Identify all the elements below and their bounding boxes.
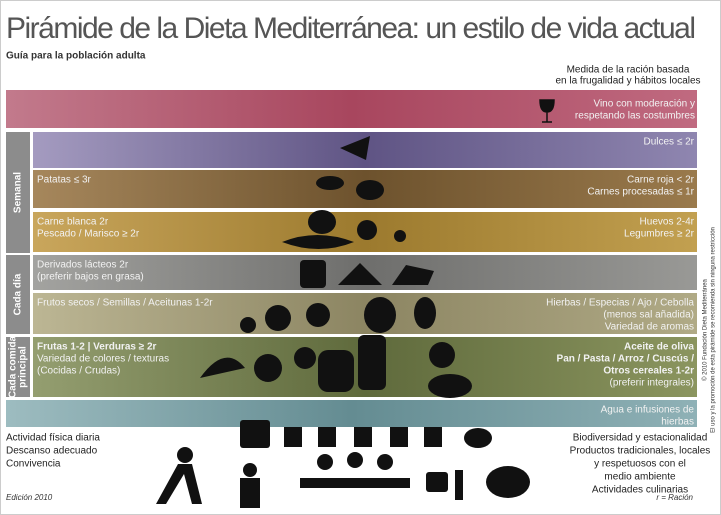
band-text: Dulces ≤ 2r <box>643 137 694 148</box>
frequency-box <box>6 337 30 397</box>
band-text: Pescado / Marisco ≥ 2r <box>37 229 140 240</box>
band-text: Agua e infusiones de <box>601 405 695 416</box>
band-text: (Cocidas / Crudas) <box>37 366 120 377</box>
band-text: Variedad de aromas <box>605 322 694 333</box>
band-text: Carnes procesadas ≤ 1r <box>587 187 694 198</box>
subtitle: Guía para la población adulta <box>6 51 146 62</box>
lifestyle-text: Convivencia <box>6 459 61 470</box>
edition: Edición 2010 <box>6 493 53 502</box>
lifestyle-text: Descanso adecuado <box>6 446 98 457</box>
legend: r = Ración <box>656 493 693 502</box>
band-text: (preferir integrales) <box>610 378 694 389</box>
frequency-label: Semanal <box>13 172 24 213</box>
lifestyle-text: Actividades culinarias <box>592 485 688 496</box>
band-text: Frutos secos / Semillas / Aceitunas 1-2r <box>37 298 213 309</box>
band-text: Carne blanca 2r <box>37 217 109 228</box>
band-text: Variedad de colores / texturas <box>37 354 169 365</box>
frequency-label: Cada comida <box>8 335 19 398</box>
band-text: Frutas 1-2 | Verduras ≥ 2r <box>37 342 157 353</box>
title: Pirámide de la Dieta Mediterránea: un es… <box>6 12 696 45</box>
wine-band <box>6 90 697 128</box>
band-text: Carne roja < 2r <box>627 175 695 186</box>
band-text: (preferir bajos en grasa) <box>37 272 144 283</box>
band-text: Otros cereales 1-2r <box>603 366 694 377</box>
band-text: Patatas ≤ 3r <box>37 175 92 186</box>
band-text: hierbas <box>661 417 694 428</box>
band-text: Aceite de oliva <box>624 342 694 353</box>
copyright: El uso y la promoción de esta pirámide s… <box>711 227 717 433</box>
wine-text: Vino con moderación y <box>593 99 695 110</box>
lifestyle-text: Productos tradicionales, locales <box>570 446 711 457</box>
measure-note: en la frugalidad y hábitos locales <box>555 76 700 87</box>
copyright: © 2010 Fundación Dieta Mediterránea <box>702 278 709 380</box>
band-text: Hierbas / Especias / Ajo / Cebolla <box>546 298 694 309</box>
lifestyle-text: medio ambiente <box>604 472 676 483</box>
band-text: Legumbres ≥ 2r <box>624 229 695 240</box>
frequency-box <box>6 255 30 334</box>
band-text: Huevos 2-4r <box>640 217 695 228</box>
lifestyle-text: Biodiversidad y estacionalidad <box>573 433 708 444</box>
band-text: Pan / Pasta / Arroz / Cuscús / <box>557 354 695 365</box>
band-text: (menos sal añadida) <box>603 310 694 321</box>
frequency-box <box>6 132 30 253</box>
lifestyle-text: y respetuosos con el <box>594 459 686 470</box>
wine-text: respetando las costumbres <box>575 111 695 122</box>
band-text: Derivados lácteos 2r <box>37 260 129 271</box>
frequency-label: principal <box>18 346 29 388</box>
lifestyle-text: Actividad física diaria <box>6 433 100 444</box>
food-band <box>6 400 697 427</box>
measure-note: Medida de la ración basada <box>567 65 690 76</box>
frequency-label: Cada día <box>13 273 24 315</box>
food-icons <box>156 99 555 508</box>
